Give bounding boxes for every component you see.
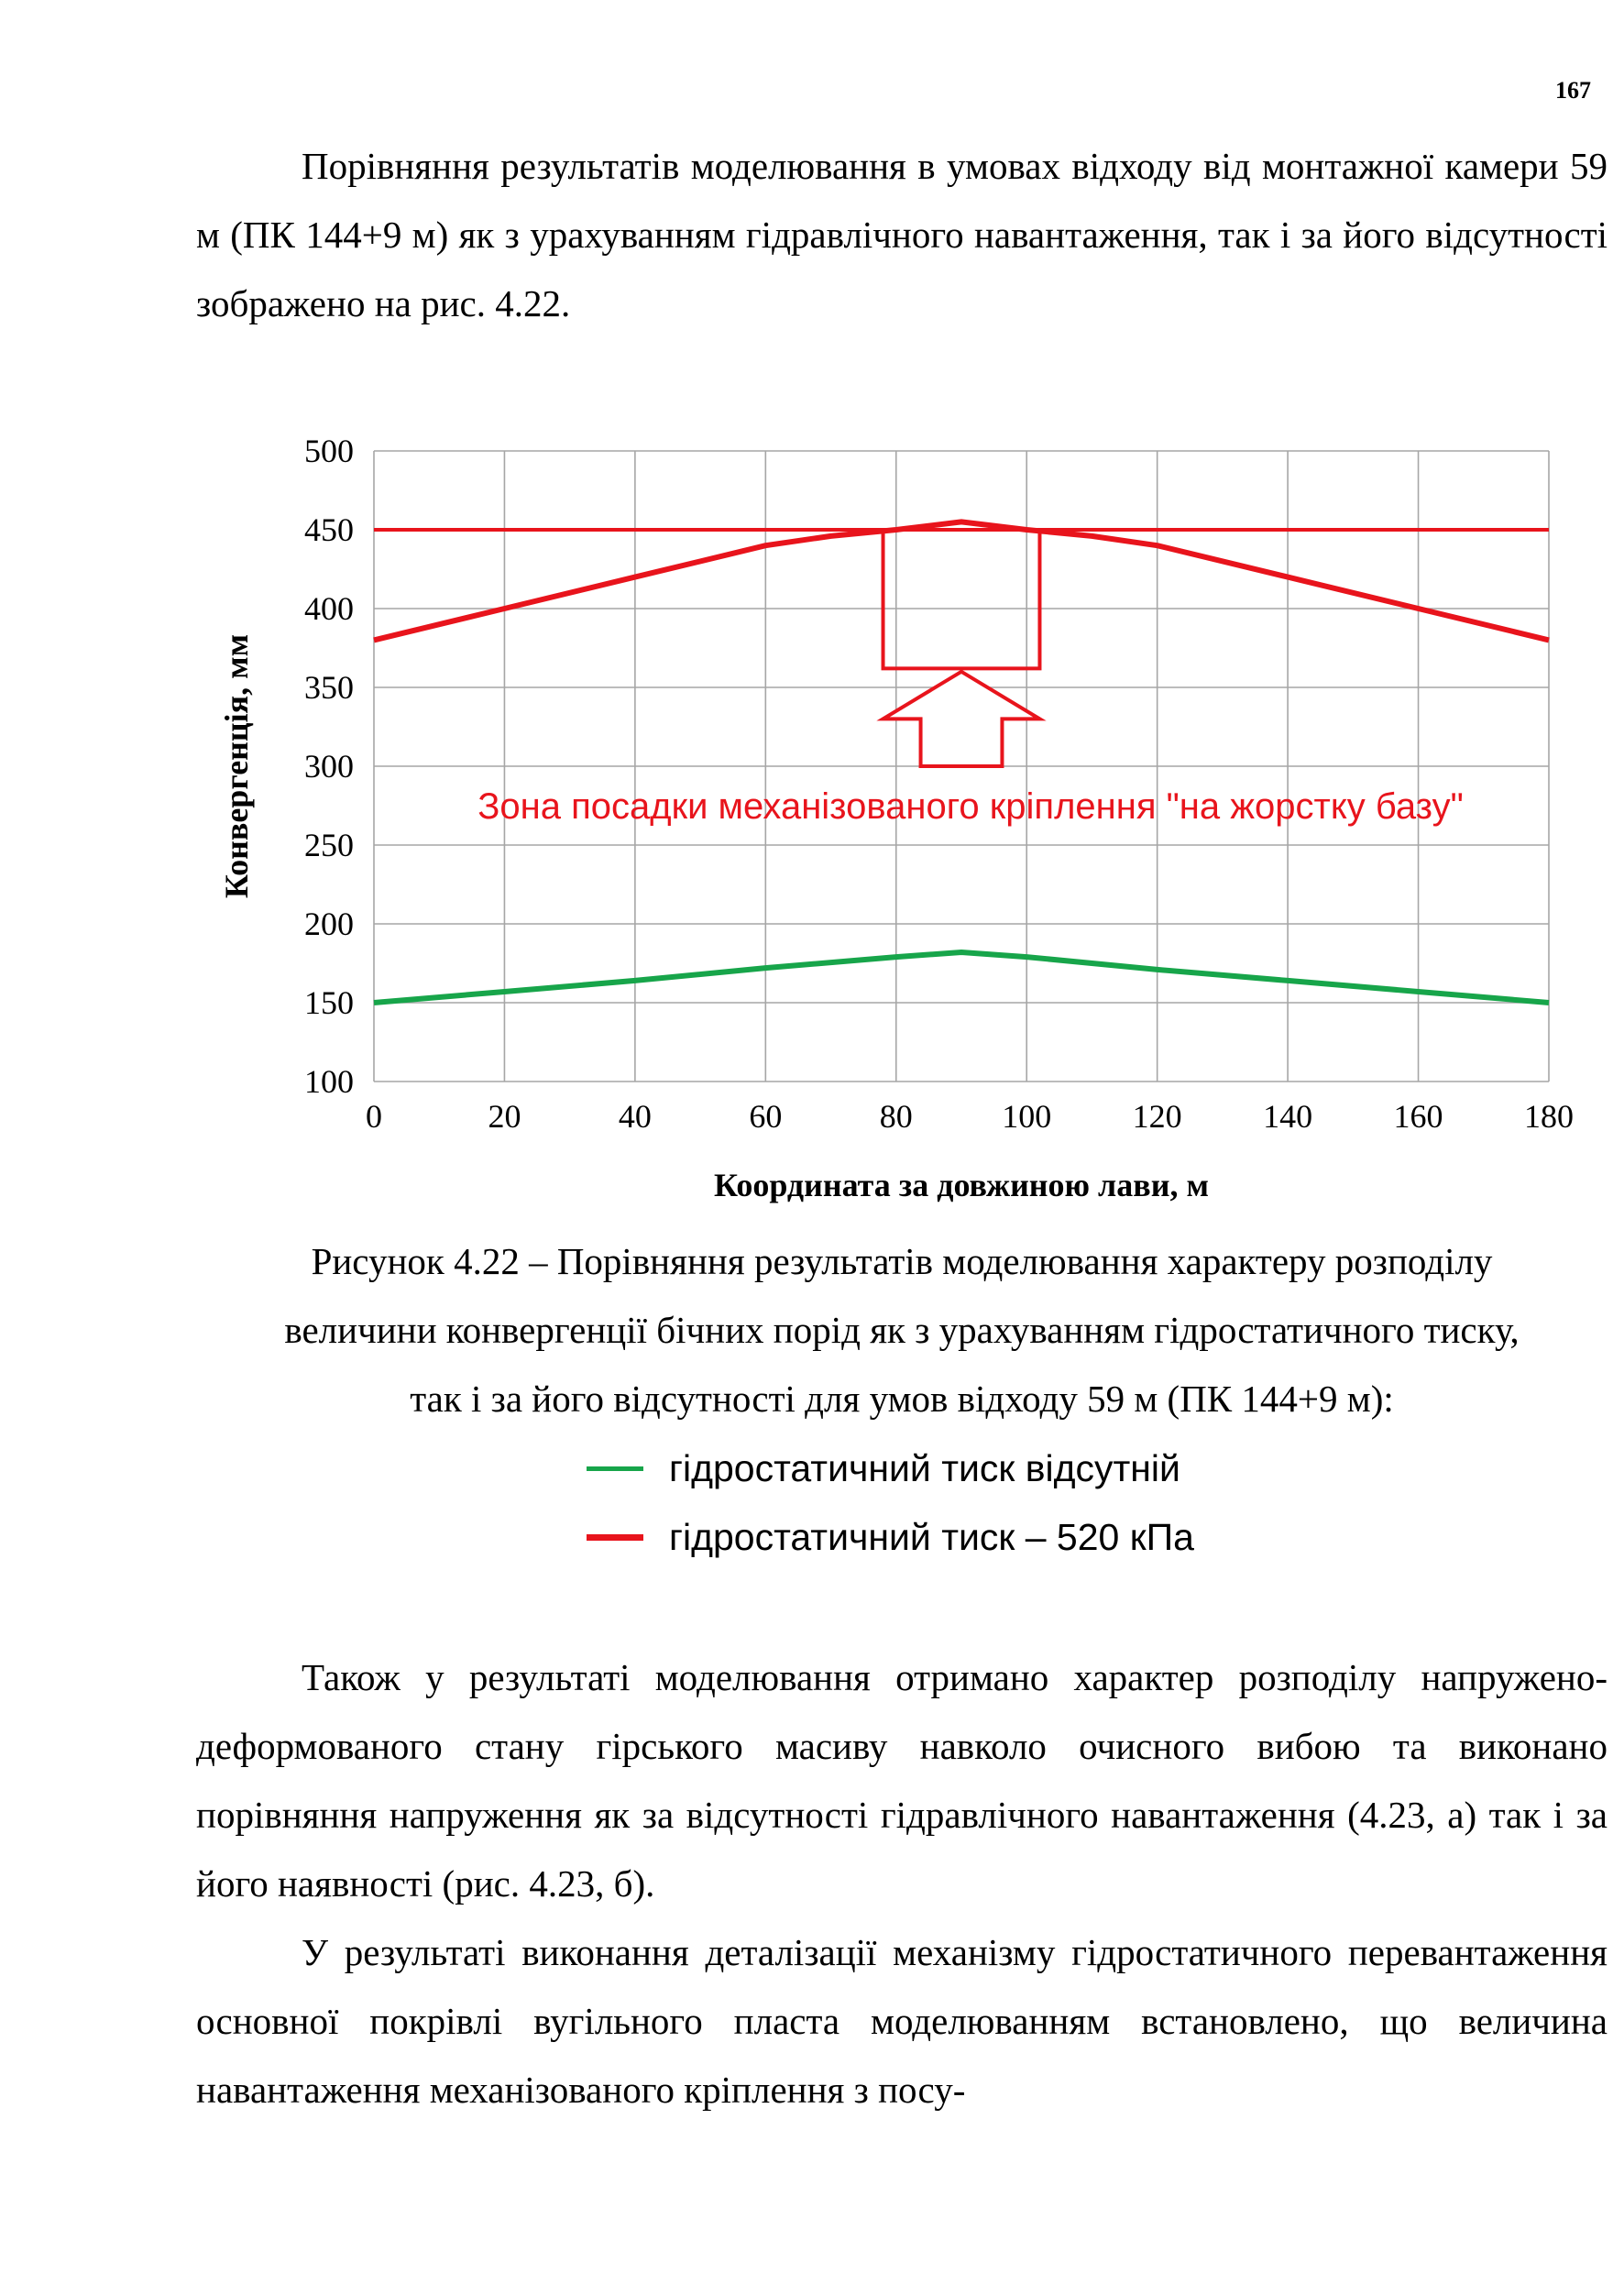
- series-line-0: [373, 949, 1550, 1005]
- zone-arrow: [876, 669, 1047, 768]
- chart-annotation: Зона посадки механізованого кріплення "н…: [477, 786, 1464, 827]
- legend-swatch-green: [587, 1466, 643, 1471]
- y-tick-label: 450: [304, 511, 354, 548]
- paragraph-1: Порівняння результатів моделювання в умо…: [196, 132, 1608, 338]
- x-tick-label: 140: [1263, 1098, 1312, 1135]
- paragraph-1-text: Порівняння результатів моделювання в умо…: [196, 145, 1608, 324]
- x-tick-label: 100: [1002, 1098, 1051, 1135]
- paragraph-3-text: У результаті виконання деталізації механ…: [196, 1931, 1608, 2111]
- chart-x-axis-label: Координата за довжиною лави, м: [714, 1167, 1209, 1203]
- paragraph-2: Також у результаті моделювання отримано …: [196, 1643, 1608, 1918]
- y-tick-label: 300: [304, 748, 354, 785]
- chart-zone-marker: [876, 528, 1047, 768]
- caption-line-3: так і за його відсутності для умов відхо…: [410, 1378, 1394, 1420]
- x-tick-label: 20: [488, 1098, 521, 1135]
- legend-label-no-pressure: гідростатичний тиск відсутній: [669, 1447, 1180, 1489]
- y-tick-label: 200: [304, 906, 354, 942]
- figure-legend: гідростатичний тиск відсутній гідростати…: [587, 1434, 1194, 1572]
- caption-line-2: величини конвергенції бічних порід як з …: [284, 1309, 1520, 1351]
- y-tick-label: 400: [304, 590, 354, 627]
- legend-label-pressure: гідростатичний тиск – 520 кПа: [669, 1516, 1194, 1558]
- x-tick-label: 0: [366, 1098, 382, 1135]
- chart-ticks: 0 20 40 60 80 100 120 140 160 180 100 150 200 250 300 3…: [304, 433, 1574, 1135]
- x-tick-label: 80: [880, 1098, 913, 1135]
- x-tick-label: 180: [1524, 1098, 1574, 1135]
- legend-swatch-red: [587, 1534, 643, 1541]
- y-tick-label: 250: [304, 827, 354, 863]
- paragraph-3: У результаті виконання деталізації механ…: [196, 1918, 1608, 2125]
- page-number: 167: [1555, 77, 1591, 104]
- y-tick-label: 500: [304, 433, 354, 469]
- y-tick-label: 150: [304, 984, 354, 1021]
- zone-rectangle: [881, 528, 1042, 671]
- x-tick-label: 40: [619, 1098, 652, 1135]
- x-tick-label: 120: [1133, 1098, 1182, 1135]
- y-tick-label: 100: [304, 1063, 354, 1100]
- legend-item-no-pressure: гідростатичний тиск відсутній: [587, 1434, 1194, 1503]
- legend-item-pressure: гідростатичний тиск – 520 кПа: [587, 1503, 1194, 1572]
- paragraph-2-text: Також у результаті моделювання отримано …: [196, 1656, 1608, 1905]
- series-line-1: [373, 519, 1550, 643]
- x-tick-label: 60: [749, 1098, 782, 1135]
- y-tick-label: 350: [304, 669, 354, 706]
- caption-line-1: Рисунок 4.22 – Порівняння результатів мо…: [311, 1240, 1493, 1282]
- chart-y-axis-label: Конвергенція, мм: [218, 634, 255, 898]
- x-tick-label: 160: [1394, 1098, 1443, 1135]
- figure-caption: Рисунок 4.22 – Порівняння результатів мо…: [196, 1227, 1608, 1433]
- chart-series: [373, 519, 1550, 1005]
- convergence-chart: 0 20 40 60 80 100 120 140 160 180 100 150 200 250 300 3…: [218, 433, 1574, 1203]
